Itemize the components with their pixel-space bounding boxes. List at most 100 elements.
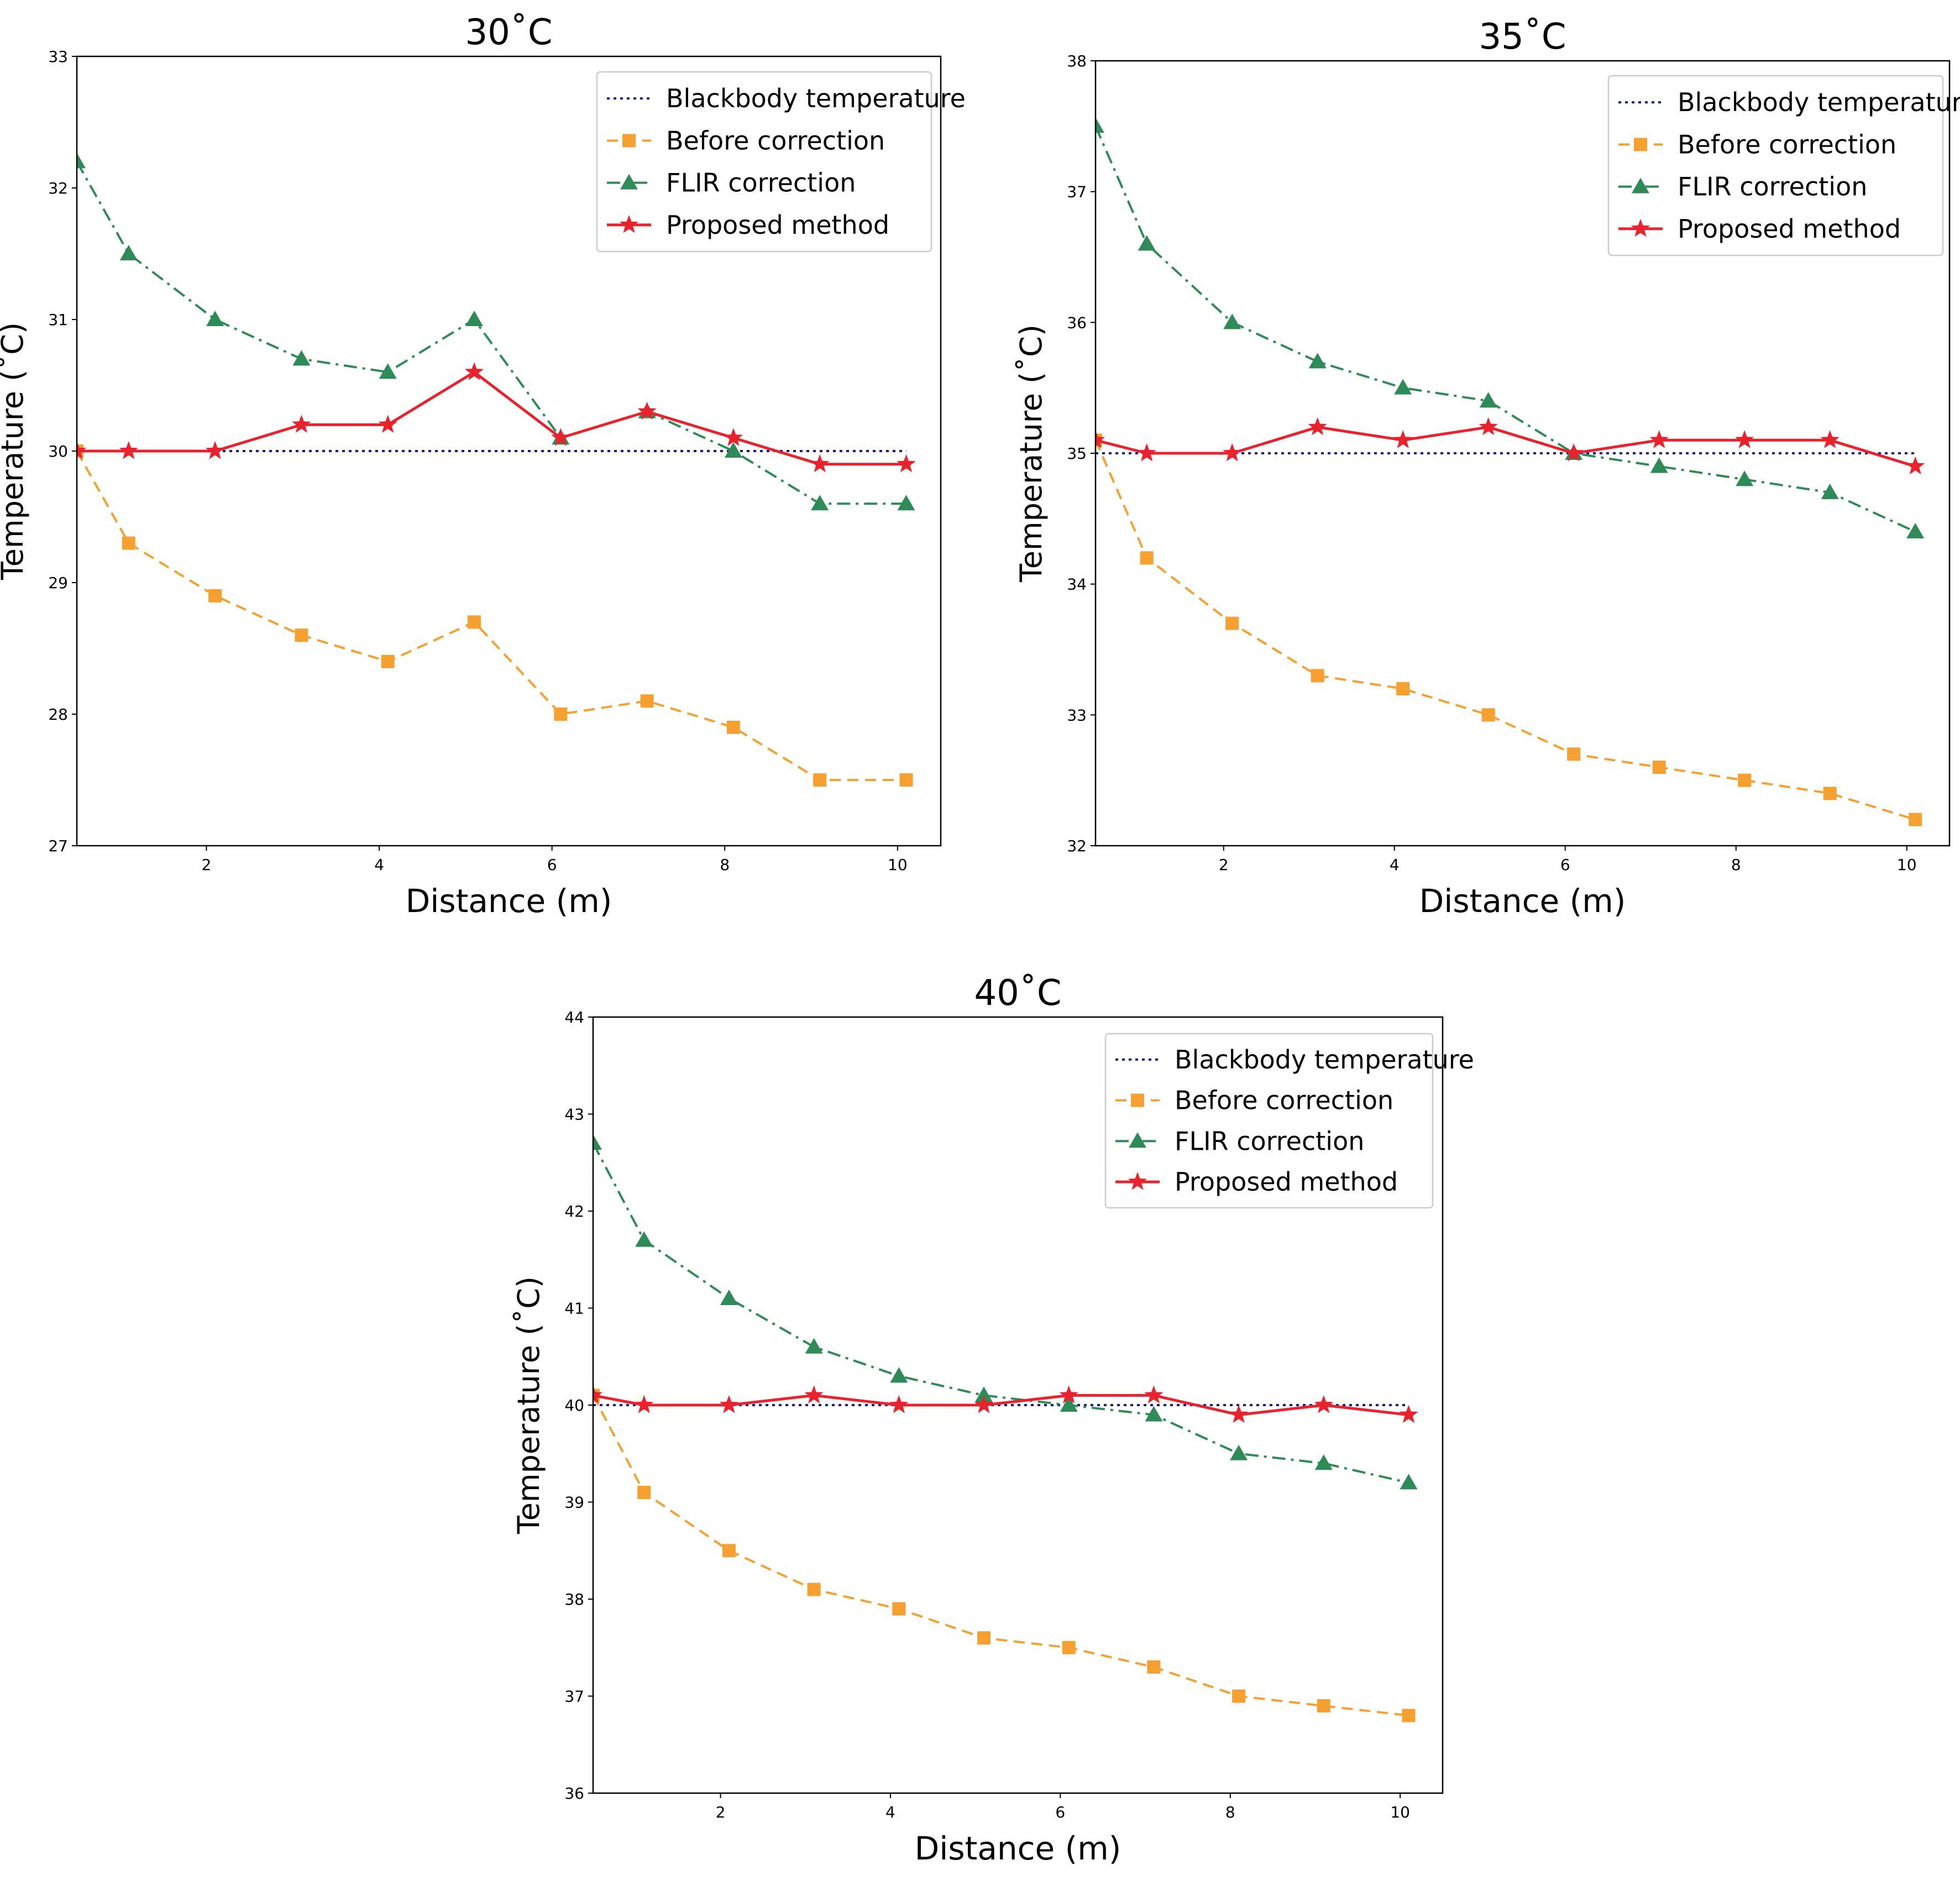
- y-tick-label: 43: [564, 1106, 584, 1124]
- legend: Blackbody temperature Before correction FL…: [1104, 1033, 1474, 1209]
- x-tick-label: 2: [1219, 856, 1229, 874]
- series-before: [593, 1389, 1416, 1722]
- y-tick-label: 29: [48, 574, 68, 592]
- data-point-proposed: [810, 454, 830, 473]
- data-point-flir: [1906, 523, 1925, 538]
- data-point-before: [1909, 813, 1922, 826]
- y-tick-label: 36: [564, 1784, 584, 1803]
- data-point-proposed: [1144, 1385, 1164, 1403]
- data-point-proposed: [1564, 443, 1584, 462]
- data-point-flir: [1736, 470, 1754, 486]
- x-tick-label: 4: [1390, 856, 1400, 874]
- data-point-before: [813, 773, 827, 787]
- y-axis-label: Temperature (˚C): [0, 322, 30, 580]
- legend-marker-before: [1131, 1093, 1144, 1107]
- data-point-flir: [1479, 392, 1497, 408]
- legend: Blackbody temperature Before correction FL…: [1607, 75, 1960, 256]
- data-point-before: [1232, 1689, 1246, 1703]
- legend-label: FLIR correction: [1175, 1126, 1364, 1156]
- data-point-proposed: [1308, 417, 1327, 436]
- x-tick-label: 6: [1560, 856, 1570, 874]
- x-tick-label: 2: [202, 856, 212, 874]
- legend-label: Before correction: [666, 125, 885, 155]
- data-point-before: [295, 628, 308, 642]
- data-point-flir: [1060, 1396, 1078, 1412]
- data-point-before: [467, 615, 481, 629]
- x-tick-label: 4: [885, 1803, 895, 1821]
- data-point-before: [1738, 773, 1752, 787]
- data-point-proposed: [464, 362, 484, 380]
- data-point-flir: [1314, 1454, 1333, 1470]
- plot-area: [593, 1134, 1418, 1722]
- plot-frame: [592, 1016, 1444, 1794]
- y-tick-label: 39: [564, 1494, 584, 1512]
- legend-marker-proposed: [1631, 218, 1650, 237]
- data-point-before: [637, 1485, 651, 1499]
- y-tick-label: 33: [48, 48, 68, 66]
- data-point-before: [807, 1583, 821, 1596]
- data-point-before: [1396, 682, 1410, 695]
- data-point-before: [554, 708, 568, 721]
- x-tick-label: 10: [1897, 856, 1917, 874]
- data-point-flir: [1230, 1444, 1248, 1460]
- x-tick-label: 6: [547, 856, 557, 874]
- y-tick-label: 40: [564, 1396, 584, 1414]
- y-tick-label: 42: [564, 1202, 584, 1220]
- y-tick-label: 37: [1067, 183, 1087, 201]
- data-point-flir: [635, 1231, 653, 1247]
- data-point-flir: [1308, 353, 1327, 369]
- data-point-proposed: [1479, 417, 1498, 436]
- y-tick-label: 38: [564, 1590, 584, 1609]
- data-point-proposed: [1399, 1405, 1418, 1423]
- data-point-flir: [292, 350, 311, 366]
- y-tick-label: 37: [564, 1688, 584, 1706]
- data-point-proposed: [724, 428, 743, 446]
- data-point-flir: [206, 311, 224, 326]
- data-point-proposed: [1735, 430, 1754, 448]
- data-point-proposed: [889, 1395, 909, 1413]
- series-flir: [1096, 117, 1925, 538]
- chart-title: 35˚C: [1479, 17, 1566, 57]
- legend-marker-proposed: [619, 214, 639, 233]
- y-tick-label: 44: [564, 1008, 584, 1026]
- data-point-flir: [1400, 1474, 1418, 1490]
- data-point-flir: [811, 495, 829, 511]
- legend-marker-flir: [620, 174, 638, 190]
- data-point-proposed: [1649, 430, 1669, 448]
- legend-label: Proposed method: [1175, 1167, 1398, 1197]
- y-tick-label: 35: [1067, 444, 1087, 463]
- data-point-proposed: [1820, 430, 1840, 448]
- series-proposed: [1096, 417, 1925, 475]
- series-before: [77, 444, 913, 787]
- data-point-before: [1311, 669, 1324, 683]
- data-point-before: [977, 1631, 991, 1645]
- data-point-flir: [890, 1367, 908, 1383]
- data-point-before: [1823, 787, 1837, 800]
- y-tick-label: 36: [1067, 313, 1087, 332]
- data-point-before: [726, 720, 740, 734]
- chart-title: 40˚C: [974, 973, 1061, 1014]
- y-tick-label: 38: [1067, 52, 1087, 70]
- legend-marker-proposed: [1128, 1172, 1147, 1190]
- data-point-flir: [724, 442, 742, 458]
- x-axis-label: Distance (m): [1419, 882, 1626, 920]
- data-point-proposed: [378, 415, 397, 433]
- plot-frame: [76, 55, 942, 847]
- data-point-before: [1317, 1699, 1330, 1713]
- data-point-proposed: [635, 1395, 654, 1413]
- data-point-proposed: [637, 401, 657, 420]
- data-point-flir: [465, 311, 483, 326]
- data-point-proposed: [1314, 1395, 1333, 1413]
- data-point-before: [892, 1602, 906, 1616]
- x-axis-label: Distance (m): [406, 882, 612, 920]
- data-point-before: [640, 694, 654, 708]
- x-tick-label: 8: [1225, 1803, 1235, 1821]
- data-point-proposed: [1229, 1405, 1249, 1423]
- data-point-flir: [975, 1386, 993, 1402]
- data-point-before: [381, 654, 395, 668]
- data-point-flir: [77, 153, 86, 169]
- legend-box: [1607, 75, 1944, 256]
- x-tick-label: 8: [720, 856, 730, 874]
- legend-label: Proposed method: [1678, 214, 1901, 244]
- data-point-proposed: [292, 415, 311, 433]
